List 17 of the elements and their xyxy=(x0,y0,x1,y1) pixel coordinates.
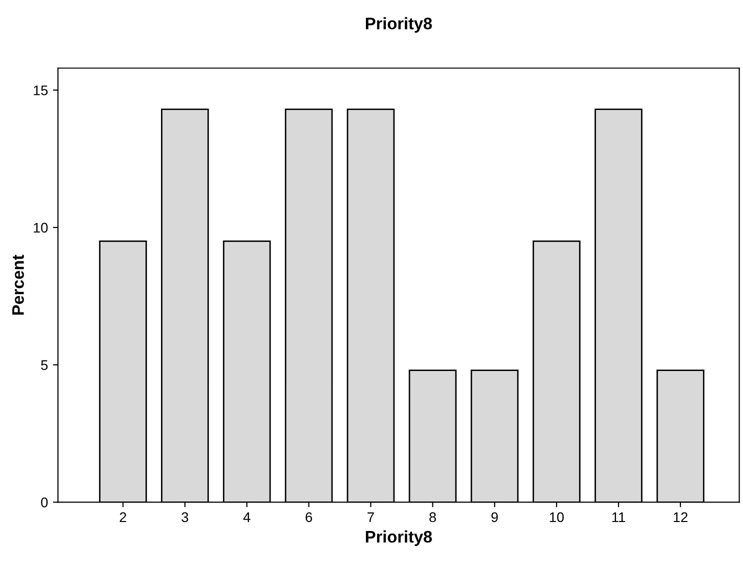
x-tick-label: 4 xyxy=(243,512,250,522)
x-tick-label: 9 xyxy=(491,512,498,522)
x-tick-label: 3 xyxy=(182,512,188,522)
x-tick-label: 10 xyxy=(550,512,564,522)
x-tick-label: 7 xyxy=(368,512,374,522)
x-tick-label: 12 xyxy=(674,512,688,522)
x-tick-label: 8 xyxy=(429,512,436,522)
y-axis-title: Percent xyxy=(12,254,24,315)
y-tick-label: 15 xyxy=(34,86,48,96)
x-tick-label: 2 xyxy=(120,512,126,522)
y-tick-label: 10 xyxy=(34,222,48,233)
y-tick-label: 0 xyxy=(41,498,48,508)
chart-title: Priority8 xyxy=(366,17,432,33)
x-tick-label: 11 xyxy=(612,512,626,522)
x-tick-label: 6 xyxy=(306,512,312,522)
y-tick-label: 5 xyxy=(41,360,48,370)
x-axis-title: Priority8 xyxy=(366,530,432,546)
